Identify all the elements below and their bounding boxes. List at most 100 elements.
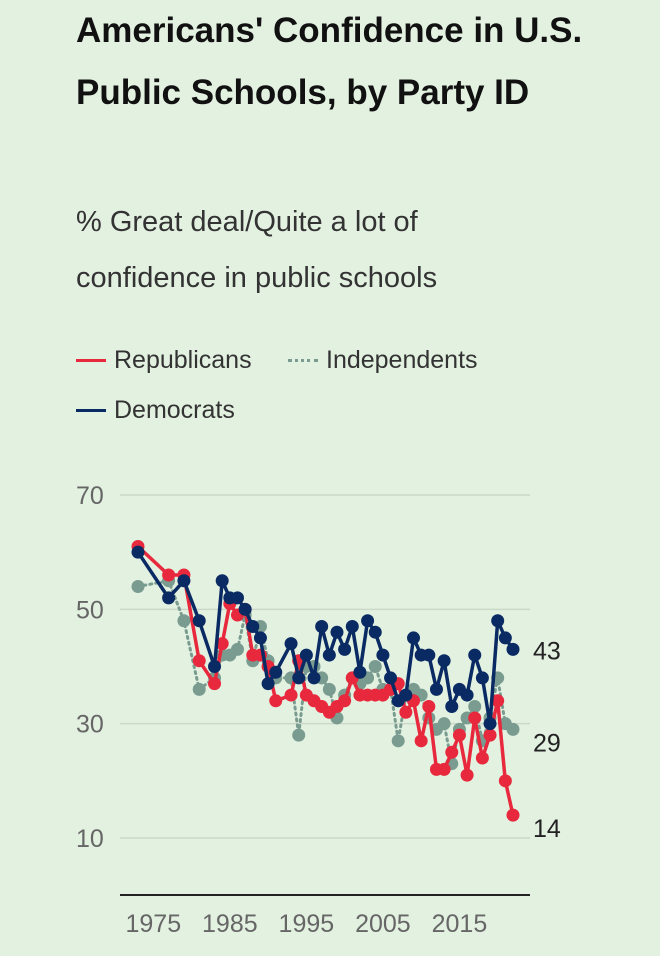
data-point-democrats <box>284 637 298 651</box>
y-tick-label: 50 <box>76 596 104 624</box>
end-label-independents: 29 <box>533 729 561 757</box>
data-point-democrats <box>376 648 390 662</box>
data-point-democrats <box>368 625 382 639</box>
data-point-independents <box>192 682 206 696</box>
data-point-independents <box>506 722 520 736</box>
legend-label-independents: Independents <box>326 346 478 374</box>
data-point-independents <box>230 642 244 656</box>
data-point-democrats <box>399 688 413 702</box>
data-point-democrats <box>192 614 206 628</box>
data-point-democrats <box>437 654 451 668</box>
data-point-republicans <box>506 808 520 822</box>
data-point-democrats <box>506 642 520 656</box>
data-point-republicans <box>475 751 489 765</box>
data-point-democrats <box>162 591 176 605</box>
legend-swatch-democrats <box>76 409 106 412</box>
y-tick-label: 70 <box>76 482 104 510</box>
data-point-republicans <box>445 745 459 759</box>
data-point-democrats <box>345 619 359 633</box>
data-point-democrats <box>338 642 352 656</box>
data-point-republicans <box>468 711 482 725</box>
legend-swatch-independents <box>288 359 318 362</box>
x-tick-label: 2015 <box>432 910 488 938</box>
data-point-republicans <box>422 700 436 714</box>
legend-swatch-republicans <box>76 359 106 362</box>
data-point-democrats <box>269 665 283 679</box>
legend-item-independents: Independents <box>288 346 478 375</box>
data-point-democrats <box>253 631 267 645</box>
x-tick-label: 2005 <box>355 910 411 938</box>
data-point-independents <box>177 614 191 628</box>
x-tick-label: 1985 <box>202 910 258 938</box>
data-point-democrats <box>215 574 229 588</box>
data-point-republicans <box>338 694 352 708</box>
data-point-democrats <box>498 631 512 645</box>
end-label-democrats: 43 <box>533 637 561 665</box>
data-point-republicans <box>414 734 428 748</box>
data-point-republicans <box>491 694 505 708</box>
legend-label-republicans: Republicans <box>114 346 252 374</box>
data-point-democrats <box>292 671 306 685</box>
data-point-democrats <box>208 660 222 673</box>
data-point-democrats <box>177 574 191 588</box>
data-point-republicans <box>399 705 413 719</box>
data-point-democrats <box>445 700 459 714</box>
legend-label-democrats: Democrats <box>114 396 235 424</box>
data-point-democrats <box>460 688 474 702</box>
data-point-democrats <box>238 602 252 616</box>
data-point-republicans <box>437 762 451 776</box>
data-point-democrats <box>475 671 489 685</box>
data-point-democrats <box>429 682 443 696</box>
x-tick-label: 1995 <box>279 910 335 938</box>
data-point-republicans <box>162 568 176 582</box>
data-point-democrats <box>407 631 421 645</box>
end-label-republicans: 14 <box>533 815 561 843</box>
data-point-democrats <box>299 648 313 662</box>
y-tick-label: 30 <box>76 711 104 739</box>
data-point-republicans <box>460 768 474 782</box>
data-point-independents <box>468 700 482 714</box>
series-layer <box>131 539 520 822</box>
chart-title: Americans' Confidence in U.S. Public Sch… <box>76 11 583 112</box>
data-point-independents <box>322 682 336 696</box>
end-labels: 43 29 14 <box>533 637 561 843</box>
data-point-independents <box>131 579 145 593</box>
data-point-republicans <box>215 637 229 651</box>
data-point-democrats <box>491 614 505 628</box>
data-point-democrats <box>315 619 329 633</box>
data-point-democrats <box>483 717 497 731</box>
data-point-independents <box>437 717 451 731</box>
data-point-democrats <box>131 545 145 559</box>
data-point-republicans <box>269 694 283 708</box>
chart-subtitle: % Great deal/Quite a lot of confidence i… <box>76 206 438 294</box>
data-point-democrats <box>261 677 275 691</box>
data-point-democrats <box>322 648 336 662</box>
data-point-independents <box>368 660 382 673</box>
data-point-republicans <box>208 677 222 691</box>
data-point-democrats <box>422 648 436 662</box>
series-democrats <box>131 545 520 731</box>
data-point-republicans <box>452 728 466 742</box>
data-point-republicans <box>192 654 206 668</box>
data-point-democrats <box>361 614 375 628</box>
y-tick-label: 10 <box>76 825 104 853</box>
data-point-democrats <box>353 665 367 679</box>
legend-item-republicans: Republicans <box>76 346 252 375</box>
legend-item-democrats: Democrats <box>76 396 235 425</box>
data-point-republicans <box>284 688 298 702</box>
data-point-republicans <box>498 774 512 788</box>
data-point-independents <box>292 728 306 742</box>
x-tick-label: 1975 <box>125 910 181 938</box>
data-point-democrats <box>330 625 344 639</box>
data-point-democrats <box>307 671 321 685</box>
data-point-democrats <box>468 648 482 662</box>
data-point-democrats <box>246 619 260 633</box>
data-point-democrats <box>384 671 398 685</box>
x-axis-ticks: 1975 1985 1995 2005 2015 <box>125 910 487 938</box>
y-axis-ticks: 10 30 50 70 <box>76 482 104 853</box>
data-point-democrats <box>230 591 244 605</box>
data-point-republicans <box>483 728 497 742</box>
data-point-independents <box>391 734 405 748</box>
